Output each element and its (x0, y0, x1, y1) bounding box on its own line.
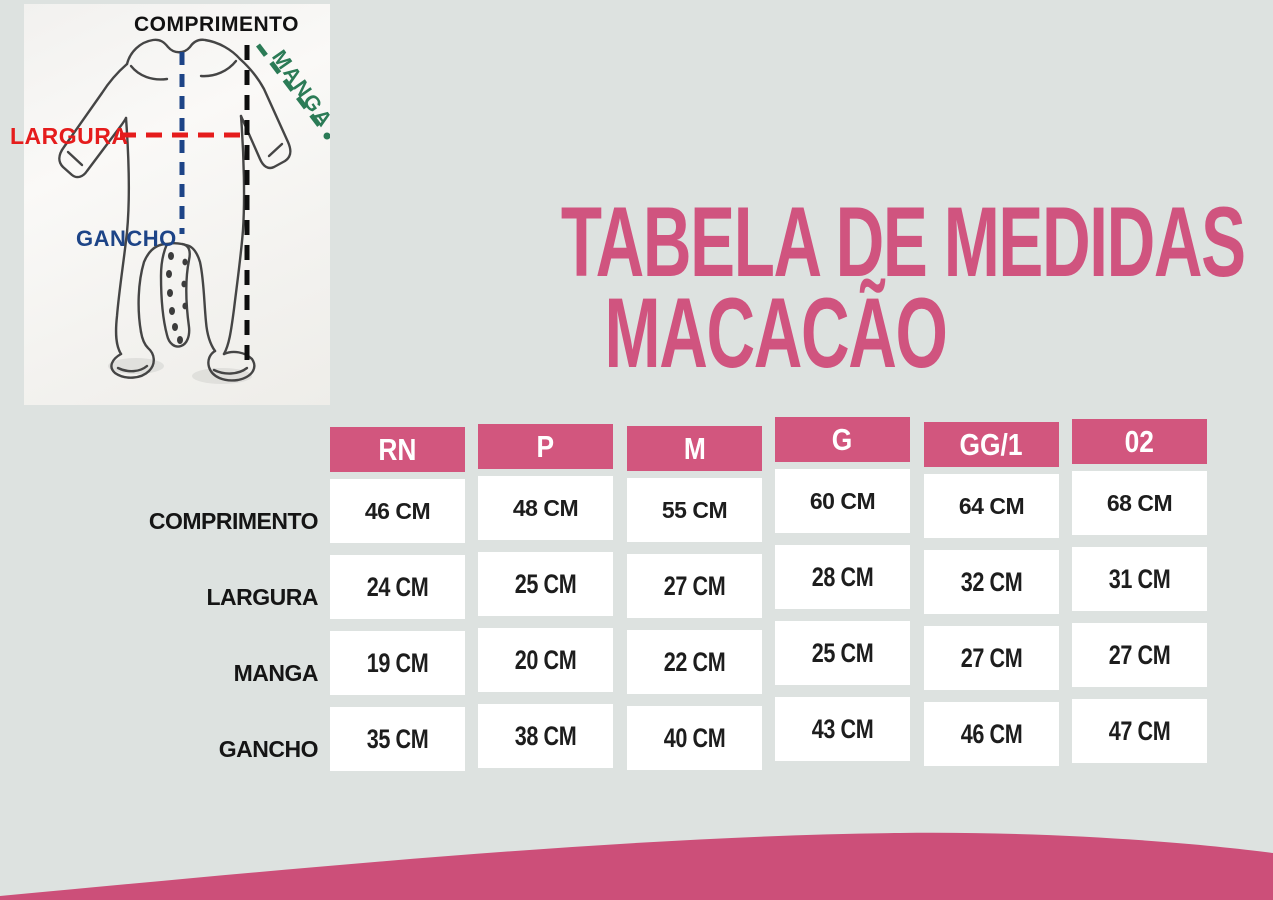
manga-line-end-dot (323, 132, 330, 140)
cell-largura-rn: 24 CM (330, 555, 465, 619)
size-header-m: M (627, 426, 762, 471)
size-header-p: P (478, 424, 613, 469)
row-label-largura: LARGURA (206, 584, 319, 610)
cell-gancho-g: 43 CM (775, 697, 910, 761)
size-column-m: M 55 CM 27 CM 22 CM 40 CM (627, 426, 762, 770)
snap-buttons (166, 252, 188, 344)
diagram-label-largura: LARGURA (10, 123, 129, 149)
size-header-02: 02 (1072, 419, 1207, 464)
cell-largura-gg1: 32 CM (924, 550, 1059, 614)
size-column-p: P 48 CM 25 CM 20 CM 38 CM (478, 424, 613, 768)
cell-manga-g: 25 CM (775, 621, 910, 685)
onesie-outline (58, 38, 292, 382)
garment-diagram-panel: COMPRIMENTO LARGURA GANCHO MANGA (10, 4, 337, 405)
diagram-label-gancho: GANCHO (76, 226, 177, 251)
manga-line (256, 43, 324, 131)
cell-comprimento-g: 60 CM (775, 469, 910, 533)
page-title-line2: MACACÃO (603, 277, 947, 388)
size-column-g: G 60 CM 28 CM 25 CM 43 CM (775, 417, 910, 761)
row-label-manga: MANGA (233, 660, 319, 686)
cell-largura-p: 25 CM (478, 552, 613, 616)
cell-manga-02: 27 CM (1072, 623, 1207, 687)
page-title: TABELA DE MEDIDAS MACACÃO (400, 186, 1246, 388)
size-header-rn: RN (330, 427, 465, 472)
cell-manga-p: 20 CM (478, 628, 613, 692)
cell-largura-g: 28 CM (775, 545, 910, 609)
cell-gancho-m: 40 CM (627, 706, 762, 770)
cell-comprimento-rn: 46 CM (330, 479, 465, 543)
size-column-rn: RN 46 CM 24 CM 19 CM 35 CM (330, 427, 465, 771)
size-header-gg1: GG/1 (924, 422, 1059, 467)
diagram-label-comprimento: COMPRIMENTO (134, 13, 299, 36)
cell-manga-gg1: 27 CM (924, 626, 1059, 690)
cell-comprimento-p: 48 CM (478, 476, 613, 540)
page-title-line1: TABELA DE MEDIDAS (560, 186, 1246, 297)
size-header-g: G (775, 417, 910, 462)
cell-manga-rn: 19 CM (330, 631, 465, 695)
cell-gancho-p: 38 CM (478, 704, 613, 768)
cell-largura-02: 31 CM (1072, 547, 1207, 611)
cell-manga-m: 22 CM (627, 630, 762, 694)
cell-comprimento-02: 68 CM (1072, 471, 1207, 535)
row-label-gancho: GANCHO (218, 736, 319, 762)
size-column-gg1: GG/1 64 CM 32 CM 27 CM 46 CM (924, 422, 1059, 766)
cell-gancho-rn: 35 CM (330, 707, 465, 771)
size-column-02: 02 68 CM 31 CM 27 CM 47 CM (1072, 419, 1207, 763)
cell-gancho-02: 47 CM (1072, 699, 1207, 763)
cell-comprimento-m: 55 CM (627, 478, 762, 542)
cell-largura-m: 27 CM (627, 554, 762, 618)
bottom-wave-decoration (0, 832, 1273, 900)
cell-gancho-gg1: 46 CM (924, 702, 1059, 766)
onesie-diagram (58, 38, 330, 384)
row-label-comprimento: COMPRIMENTO (148, 508, 319, 534)
cell-comprimento-gg1: 64 CM (924, 474, 1059, 538)
